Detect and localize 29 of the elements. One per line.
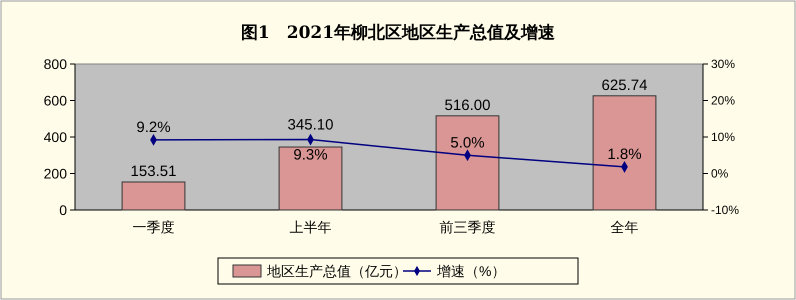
bar: [436, 115, 500, 210]
legend-label: 增速（%）: [436, 263, 506, 279]
data-label: 153.51: [130, 162, 176, 180]
x-tick-label: 前三季度: [440, 219, 496, 235]
data-label: 345.10: [288, 116, 334, 134]
data-label: 5.0%: [450, 134, 485, 152]
x-tick-label: 全年: [610, 219, 638, 235]
y-tick-label: 800: [44, 56, 68, 72]
y-tick-label: 600: [44, 92, 68, 108]
data-label: 9.3%: [293, 146, 328, 164]
bar: [592, 95, 656, 210]
y-tick-label: 400: [44, 129, 68, 145]
data-label: 625.74: [602, 76, 648, 94]
bar: [122, 181, 186, 210]
y-tick-label: 200: [44, 166, 68, 182]
bar: [278, 146, 342, 210]
legend-label: 地区生产总值（亿元）: [266, 263, 407, 279]
data-label: 1.8%: [607, 146, 642, 163]
y-tick-label: 0: [59, 202, 68, 218]
y2-tick-label: 0%: [711, 166, 729, 180]
data-label: 516.00: [444, 96, 490, 114]
x-tick-label: 上半年: [290, 219, 332, 235]
y2-tick-label: 10%: [711, 130, 736, 144]
y2-tick-label: 30%: [711, 57, 736, 71]
y2-tick-label: 20%: [711, 94, 736, 108]
y2-tick-label: -10%: [711, 203, 740, 217]
chart-title: 图1 2021年柳北区地区生产总值及增速: [240, 23, 556, 43]
data-label: 9.2%: [136, 118, 171, 136]
x-tick-label: 一季度: [132, 219, 174, 235]
